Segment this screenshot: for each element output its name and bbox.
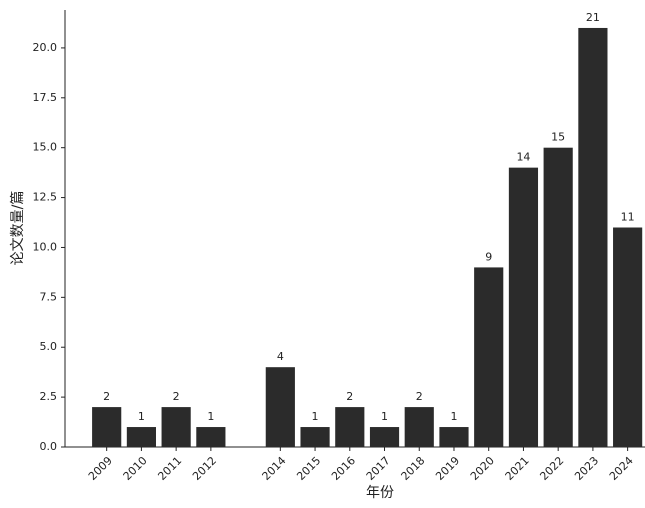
value-label: 1 bbox=[312, 410, 319, 423]
bar bbox=[265, 367, 295, 447]
bar bbox=[543, 147, 573, 447]
x-tick-label: 2016 bbox=[329, 454, 358, 483]
bar bbox=[196, 427, 226, 447]
x-tick-label: 2024 bbox=[607, 454, 636, 483]
bar bbox=[369, 427, 400, 447]
bar bbox=[439, 427, 469, 447]
y-tick-label: 20.0 bbox=[33, 41, 58, 54]
bar bbox=[335, 407, 365, 447]
bar bbox=[613, 227, 643, 447]
y-tick-label: 12.5 bbox=[33, 191, 58, 204]
bar bbox=[126, 427, 156, 447]
value-label: 1 bbox=[381, 410, 388, 423]
x-tick-label: 2014 bbox=[260, 454, 289, 483]
value-label: 1 bbox=[207, 410, 214, 423]
x-tick-label: 2018 bbox=[399, 454, 428, 483]
value-label: 4 bbox=[277, 350, 284, 363]
x-tick-label: 2017 bbox=[364, 454, 393, 483]
y-tick-label: 7.5 bbox=[40, 290, 58, 303]
y-axis-label: 论文数量/篇 bbox=[10, 191, 26, 266]
y-tick-label: 10.0 bbox=[33, 240, 58, 253]
x-tick-label: 2021 bbox=[503, 454, 532, 483]
x-axis-label: 年份 bbox=[366, 485, 394, 501]
bar bbox=[474, 267, 504, 447]
x-tick-label: 2009 bbox=[86, 454, 115, 483]
y-tick-label: 2.5 bbox=[40, 390, 58, 403]
y-tick-label: 15.0 bbox=[33, 141, 58, 154]
value-label: 2 bbox=[346, 390, 353, 403]
x-tick-label: 2011 bbox=[155, 454, 184, 483]
x-tick-label: 2019 bbox=[433, 454, 462, 483]
bar bbox=[404, 407, 434, 447]
value-label: 2 bbox=[173, 390, 180, 403]
value-label: 14 bbox=[516, 151, 530, 164]
value-label: 15 bbox=[551, 131, 565, 144]
value-label: 2 bbox=[103, 390, 110, 403]
x-tick-label: 2023 bbox=[572, 454, 601, 483]
bar bbox=[578, 27, 608, 448]
y-tick-label: 17.5 bbox=[33, 91, 58, 104]
bar bbox=[92, 407, 122, 447]
bar bbox=[508, 167, 539, 447]
bar bbox=[161, 407, 191, 447]
x-tick-label: 2015 bbox=[294, 454, 323, 483]
value-label: 11 bbox=[621, 211, 635, 224]
value-label: 21 bbox=[586, 11, 600, 24]
value-label: 9 bbox=[485, 250, 492, 263]
x-tick-label: 2012 bbox=[190, 454, 219, 483]
x-tick-label: 2010 bbox=[121, 454, 150, 483]
bar bbox=[300, 427, 330, 447]
x-tick-label: 2020 bbox=[468, 454, 497, 483]
y-tick-label: 0.0 bbox=[40, 440, 58, 453]
value-label: 1 bbox=[450, 410, 457, 423]
y-tick-label: 5.0 bbox=[40, 340, 58, 353]
x-tick-label: 2022 bbox=[537, 454, 566, 483]
value-label: 1 bbox=[138, 410, 145, 423]
value-label: 2 bbox=[416, 390, 423, 403]
